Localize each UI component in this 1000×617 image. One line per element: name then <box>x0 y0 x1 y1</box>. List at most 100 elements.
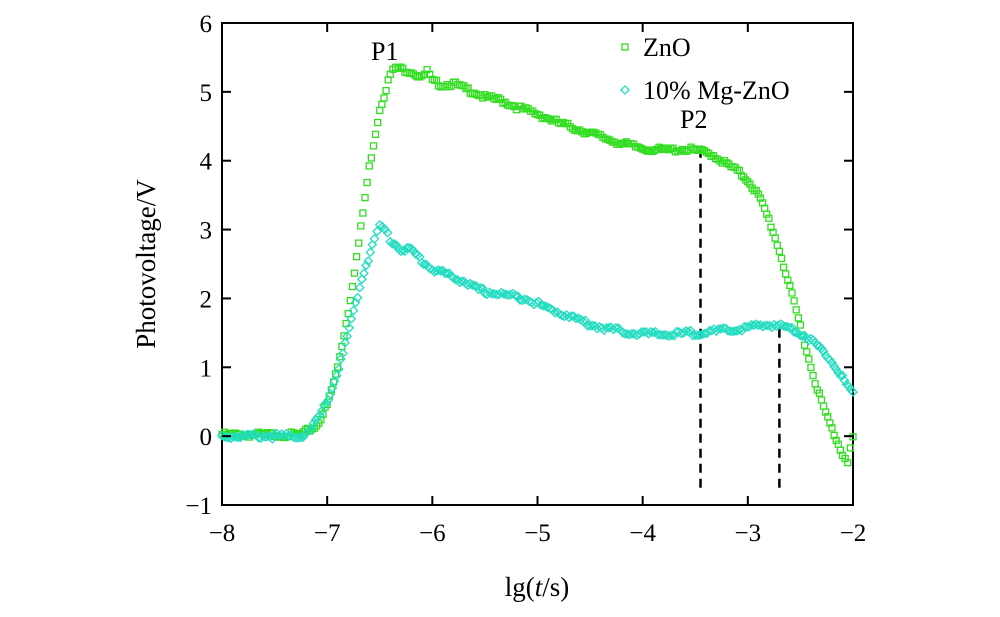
y-tick-label: 5 <box>200 80 213 107</box>
data-point <box>382 86 390 95</box>
data-point <box>367 239 378 250</box>
data-point <box>298 432 308 443</box>
y-tick-labels: −1 0 1 2 3 4 5 6 <box>185 11 212 520</box>
data-point <box>335 354 346 364</box>
data-point <box>331 370 342 381</box>
data-point <box>723 159 731 167</box>
legend: ZnO 10% Mg-ZnO <box>620 33 790 105</box>
legend-item: 10% Mg-ZnO <box>620 76 790 105</box>
annotation-p1: P1 <box>371 37 398 66</box>
data-point <box>348 282 357 291</box>
data-point <box>512 291 523 302</box>
data-point <box>794 314 802 322</box>
data-point <box>260 432 271 442</box>
data-point <box>365 247 376 258</box>
data-point <box>643 147 651 155</box>
data-point <box>557 310 567 321</box>
data-point <box>348 305 359 316</box>
data-point <box>812 340 823 351</box>
data-point <box>599 133 607 141</box>
data-point <box>746 319 757 330</box>
data-point <box>365 162 373 170</box>
x-tick-label: −7 <box>314 520 341 547</box>
data-point <box>582 129 591 138</box>
data-point <box>359 209 367 217</box>
data-point <box>648 147 656 156</box>
data-point <box>735 166 744 175</box>
data-point <box>496 287 507 298</box>
y-tick-label: 2 <box>200 286 213 313</box>
data-point <box>843 381 854 392</box>
data-point <box>545 115 553 123</box>
data-point <box>378 100 386 109</box>
data-point <box>483 93 491 101</box>
data-point <box>624 329 635 340</box>
data-point <box>815 389 823 397</box>
data-point <box>809 371 817 380</box>
data-point <box>790 297 798 305</box>
data-point <box>811 380 819 388</box>
data-point <box>766 322 777 333</box>
data-point <box>800 341 809 349</box>
data-point <box>594 321 605 332</box>
data-point <box>531 110 539 118</box>
data-point <box>592 129 600 137</box>
data-point <box>846 444 855 452</box>
data-point <box>323 395 334 406</box>
data-point <box>352 292 363 303</box>
data-point <box>704 325 715 336</box>
data-point <box>568 125 577 133</box>
data-point <box>714 155 722 163</box>
data-point <box>419 259 429 270</box>
data-point <box>559 118 567 127</box>
y-tick-label: 3 <box>200 218 213 245</box>
data-point <box>357 222 365 230</box>
x-tick-label: −4 <box>629 520 656 547</box>
data-point <box>786 281 794 290</box>
data-point <box>376 106 384 115</box>
reference-lines <box>699 150 781 488</box>
data-point <box>645 327 656 337</box>
data-point <box>492 95 500 103</box>
data-point <box>836 446 845 454</box>
data-point <box>217 430 227 441</box>
data-point <box>834 440 842 448</box>
data-point <box>540 113 549 122</box>
data-point <box>380 94 388 102</box>
data-point <box>622 138 630 146</box>
data-point <box>547 117 556 125</box>
data-point <box>718 323 729 333</box>
data-point <box>603 322 614 333</box>
data-point <box>807 363 815 372</box>
data-point <box>634 143 642 151</box>
data-point <box>363 178 371 187</box>
data-point <box>711 326 722 337</box>
data-point <box>601 322 612 333</box>
y-tick-label: 4 <box>200 149 213 176</box>
data-point <box>744 178 752 186</box>
data-point <box>832 436 840 445</box>
data-point <box>503 290 514 301</box>
data-point <box>310 415 321 425</box>
data-point <box>440 268 450 279</box>
y-tick-label: 6 <box>200 11 213 38</box>
data-point <box>508 101 516 110</box>
y-tick-label: 1 <box>200 355 213 382</box>
x-tick-label: −2 <box>840 520 867 547</box>
data-point <box>691 145 699 154</box>
data-point <box>655 143 663 151</box>
data-point <box>676 147 684 155</box>
data-point <box>615 140 623 149</box>
data-point <box>773 241 781 249</box>
data-point <box>494 289 504 300</box>
data-point <box>490 94 498 103</box>
data-point <box>788 289 796 297</box>
data-point <box>540 301 551 312</box>
data-point <box>319 400 329 410</box>
data-point <box>636 327 647 337</box>
data-point <box>636 144 644 152</box>
data-point <box>777 254 786 263</box>
data-point <box>771 321 782 332</box>
annotations: P1 P2 <box>371 37 707 134</box>
